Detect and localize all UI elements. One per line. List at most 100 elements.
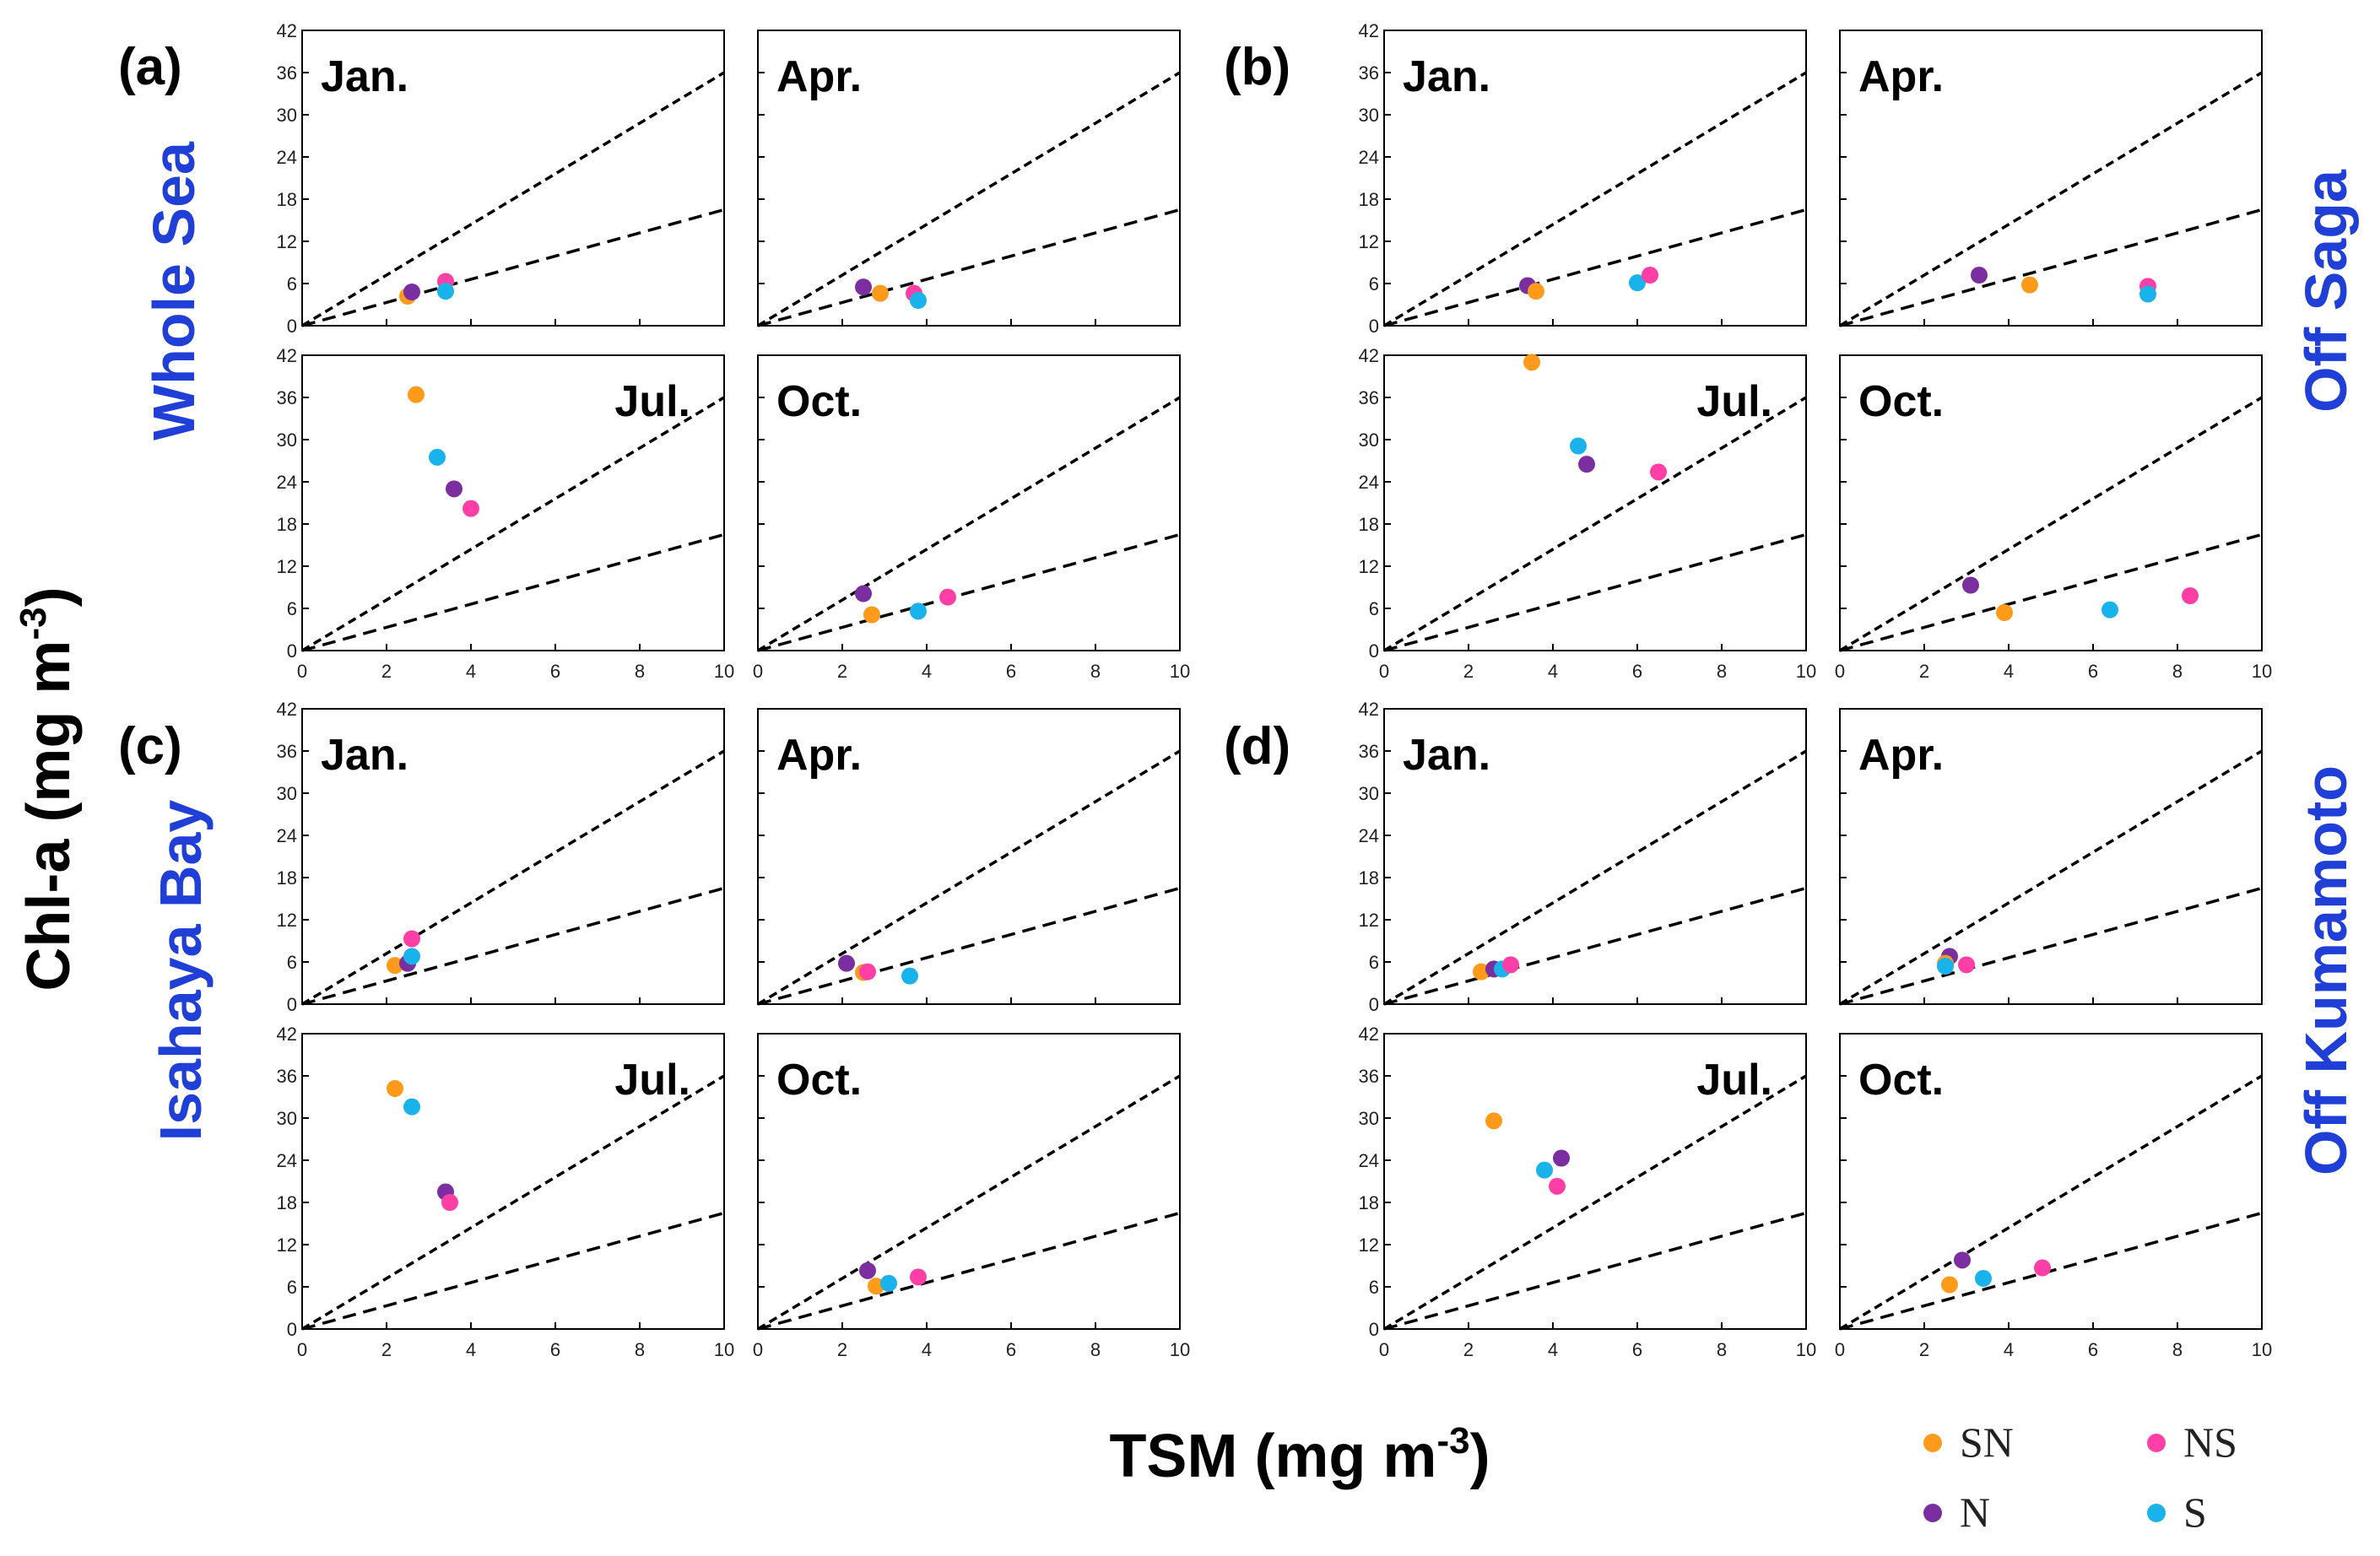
y-tick-label: 6 <box>287 1277 297 1298</box>
plot-frame <box>757 354 1181 651</box>
data-point-s <box>2139 285 2156 303</box>
data-point-s <box>1570 437 1587 455</box>
data-point-sn <box>863 606 880 624</box>
month-label: Jan. <box>1403 52 1490 101</box>
legend-item-s: S <box>2147 1488 2207 1536</box>
data-point-s <box>901 967 918 985</box>
x-tick-label: 0 <box>1835 661 1845 682</box>
y-tick-label: 36 <box>1359 62 1379 84</box>
plot-frame <box>301 1033 725 1330</box>
y-tick-label: 30 <box>1359 105 1379 126</box>
data-point-sn <box>1996 604 2013 621</box>
month-label: Oct. <box>1858 1056 1944 1105</box>
data-point-sn <box>1523 354 1540 371</box>
subplot-jan: 0 6 12 18 24 30 36 42 Jan. <box>277 699 725 1015</box>
data-point-n <box>446 480 462 498</box>
data-point-s <box>1937 958 1954 975</box>
data-point-s <box>1536 1161 1553 1179</box>
x-tick-label: 10 <box>1170 661 1190 682</box>
y-tick-label: 42 <box>1359 20 1379 41</box>
subplot-jan: 0 6 12 18 24 30 36 42 Jan. <box>277 20 725 337</box>
reference-line-1 <box>1383 396 1807 652</box>
legend-marker <box>2147 1504 2166 1522</box>
subplot-jan: 0 6 12 18 24 30 36 42 Jan. <box>1359 20 1807 337</box>
reference-line-2 <box>757 886 1181 1006</box>
data-point-ns <box>441 1194 458 1211</box>
y-tick-label: 0 <box>1369 994 1379 1015</box>
panel-letter: (c) <box>118 717 182 775</box>
legend-label: NS <box>2183 1418 2237 1466</box>
reference-line-1 <box>757 1074 1181 1331</box>
x-tick-label: 10 <box>2252 661 2272 682</box>
y-tick-label: 30 <box>277 105 297 126</box>
y-tick-label: 6 <box>287 273 297 294</box>
y-tick-label: 42 <box>1359 345 1379 366</box>
subplot-oct: 0 2 4 6 8 10 Oct. <box>1835 1033 2272 1360</box>
data-point-sn <box>2021 276 2038 294</box>
data-point-ns <box>859 963 876 981</box>
x-tick-label: 0 <box>1379 661 1389 682</box>
reference-line-1 <box>757 396 1181 652</box>
plot-frame <box>757 30 1181 327</box>
x-tick-label: 2 <box>837 661 847 682</box>
data-point-n <box>1578 456 1595 473</box>
data-point-sn <box>1485 1112 1502 1130</box>
x-axis-title-end: ) <box>1470 1423 1490 1490</box>
data-point-sn <box>872 284 889 302</box>
x-tick-label: 4 <box>922 1339 932 1360</box>
x-tick-label: 2 <box>837 1339 847 1360</box>
reference-line-1 <box>757 749 1181 1006</box>
y-tick-label: 36 <box>1359 741 1379 762</box>
legend-label: N <box>1960 1488 1990 1536</box>
y-tick-label: 12 <box>1359 231 1379 252</box>
y-tick-label: 36 <box>277 1066 297 1087</box>
x-tick-label: 2 <box>381 661 392 682</box>
x-tick-label: 8 <box>1717 1339 1727 1360</box>
x-tick-label: 0 <box>297 1339 307 1360</box>
data-point-ns <box>1549 1177 1566 1195</box>
y-tick-label: 24 <box>1359 1150 1379 1171</box>
y-tick-label: 12 <box>277 556 297 577</box>
month-label: Jul. <box>1696 377 1772 426</box>
data-point-s <box>1629 274 1646 292</box>
y-tick-label: 42 <box>1359 699 1379 720</box>
y-tick-label: 12 <box>277 910 297 931</box>
x-tick-label: 6 <box>1632 661 1642 682</box>
reference-line-1 <box>1839 71 2263 327</box>
x-tick-label: 10 <box>714 661 734 682</box>
y-tick-label: 18 <box>277 1192 297 1213</box>
y-tick-label: 0 <box>287 994 297 1015</box>
y-tick-label: 30 <box>277 1108 297 1129</box>
month-label: Oct. <box>1858 377 1944 426</box>
reference-line-2 <box>1383 886 1807 1006</box>
x-tick-label: 4 <box>466 1339 476 1360</box>
y-tick-label: 12 <box>277 1235 297 1256</box>
subplot-apr: Apr. <box>757 30 1181 327</box>
y-tick-label: 42 <box>277 345 297 366</box>
reference-line-2 <box>301 1211 725 1331</box>
y-tick-label: 0 <box>287 1319 297 1340</box>
subplot-oct: 0 2 4 6 8 10 Oct. <box>753 1033 1190 1360</box>
plot-frame <box>1839 30 2263 327</box>
y-tick-label: 6 <box>287 952 297 973</box>
data-point-ns <box>1642 267 1658 284</box>
reference-line-2 <box>1839 532 2263 652</box>
legend-item-sn: SN <box>1923 1418 2014 1466</box>
reference-line-2 <box>1383 1211 1807 1331</box>
y-tick-label: 30 <box>277 430 297 451</box>
legend-item-ns: NS <box>2147 1418 2237 1466</box>
x-tick-label: 2 <box>1919 1339 1929 1360</box>
reference-line-1 <box>301 749 725 1006</box>
y-tick-label: 12 <box>1359 556 1379 577</box>
region-label: Off Saga <box>2293 169 2359 413</box>
x-tick-label: 6 <box>1632 1339 1642 1360</box>
reference-line-2 <box>301 886 725 1006</box>
x-tick-label: 2 <box>1463 1339 1474 1360</box>
subplot-apr: Apr. <box>1839 30 2263 327</box>
data-point-sn <box>1473 963 1490 981</box>
data-point-n <box>859 1262 876 1279</box>
y-tick-label: 6 <box>287 598 297 619</box>
data-point-ns <box>939 588 956 606</box>
